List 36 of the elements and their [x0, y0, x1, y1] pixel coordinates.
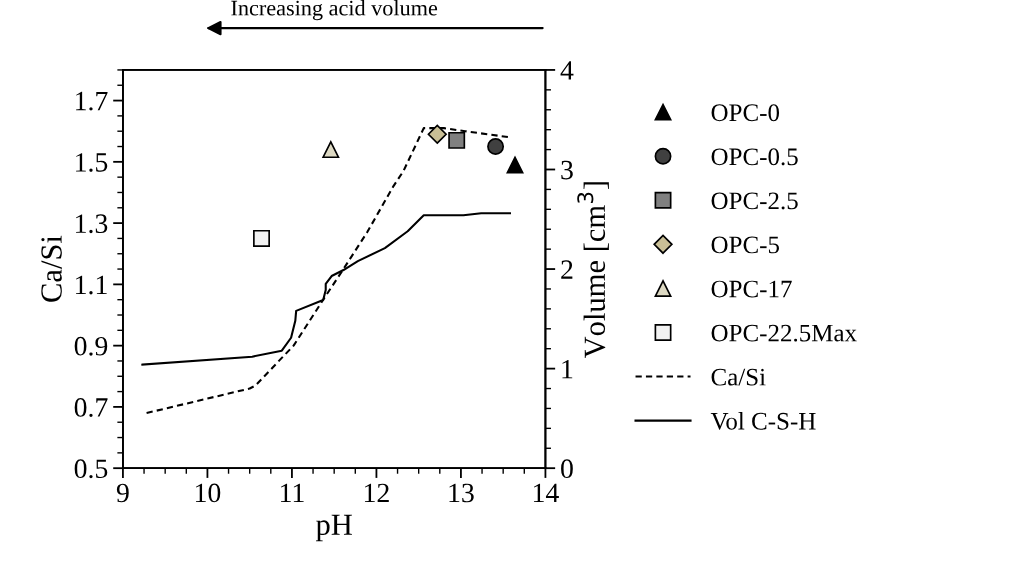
x-tick-label: 14: [533, 483, 559, 503]
x-tick-label: 9: [116, 483, 129, 503]
y-tick-label: 0.7: [74, 398, 108, 417]
point: [506, 156, 524, 174]
y-tick-label: 0.9: [74, 336, 108, 356]
legend-label: OPC-2.5: [711, 192, 798, 210]
x-tick-label: 13: [449, 483, 474, 503]
y-tick-label: 1.3: [76, 214, 108, 234]
point: [322, 141, 340, 159]
y2-axis-title: Volume [cm$^{3}$]: [577, 182, 609, 359]
x-tick-label: 11: [281, 483, 304, 503]
legend-label: OPC-0.5: [711, 148, 798, 166]
x-tick-label: 12: [364, 483, 389, 503]
legend-label: OPC-22.5Max: [711, 324, 857, 342]
y2-tick-label: 2: [561, 260, 573, 279]
x-axis-title: pH: [315, 514, 352, 542]
x-tick-label: 10: [195, 483, 221, 503]
y-tick-label: 1.1: [76, 275, 107, 295]
y2-tick-label: 3: [561, 160, 573, 180]
y2-tick-label: 4: [560, 61, 574, 80]
legend-label: Ca/Si: [711, 368, 766, 386]
y-tick-label: 1.7: [76, 91, 108, 111]
y-axis-title: Ca/Si: [41, 235, 62, 302]
legend-label: Vol C-S-H: [710, 412, 816, 430]
point: [253, 229, 270, 247]
legend-label: OPC-17: [711, 280, 792, 298]
text: Increasing acid volume: [231, 0, 438, 21]
y2-tick-label: 0: [561, 459, 573, 479]
point: [427, 124, 447, 144]
point: [487, 138, 505, 155]
point: [448, 131, 466, 149]
y2-tick-label: 1: [562, 359, 573, 379]
y-tick-label: 1.5: [76, 153, 108, 172]
legend-label: OPC-0: [711, 104, 780, 122]
y-tick-label: 0.5: [74, 459, 108, 479]
legend-label: OPC-5: [711, 236, 780, 254]
